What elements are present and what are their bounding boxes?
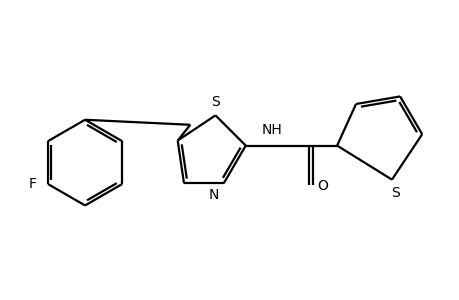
Text: S: S [211, 95, 219, 109]
Text: F: F [28, 177, 37, 191]
Text: NH: NH [261, 123, 281, 137]
Text: S: S [390, 186, 398, 200]
Text: N: N [208, 188, 218, 203]
Text: O: O [317, 179, 328, 193]
